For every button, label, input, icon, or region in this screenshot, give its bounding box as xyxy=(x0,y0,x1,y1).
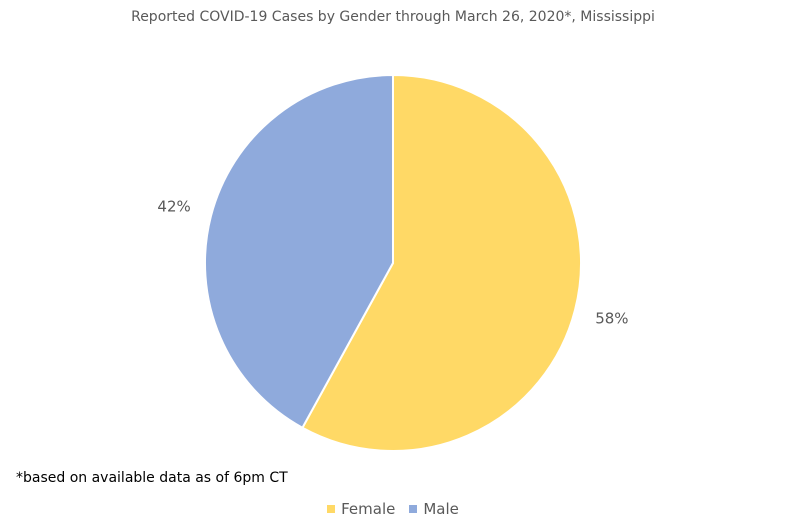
legend-item-male: Male xyxy=(409,500,459,518)
pie-slice-female xyxy=(301,73,582,452)
chart-footnote: *based on available data as of 6pm CT xyxy=(16,470,288,486)
legend-swatch-male xyxy=(409,505,418,513)
legend-label-female: Female xyxy=(341,500,396,518)
pie-slice-male xyxy=(204,73,394,430)
pie-slices xyxy=(204,73,582,452)
legend-item-female: Female xyxy=(327,500,395,518)
legend-swatch-female xyxy=(327,505,336,513)
pie-data-labels: 58% 42% xyxy=(157,197,628,327)
legend-label-male: Male xyxy=(423,500,459,518)
data-label-female: 58% xyxy=(595,310,628,328)
chart-title: Reported COVID-19 Cases by Gender throug… xyxy=(131,9,655,25)
chart-legend: Female Male xyxy=(0,500,786,518)
data-label-male: 42% xyxy=(157,197,190,215)
